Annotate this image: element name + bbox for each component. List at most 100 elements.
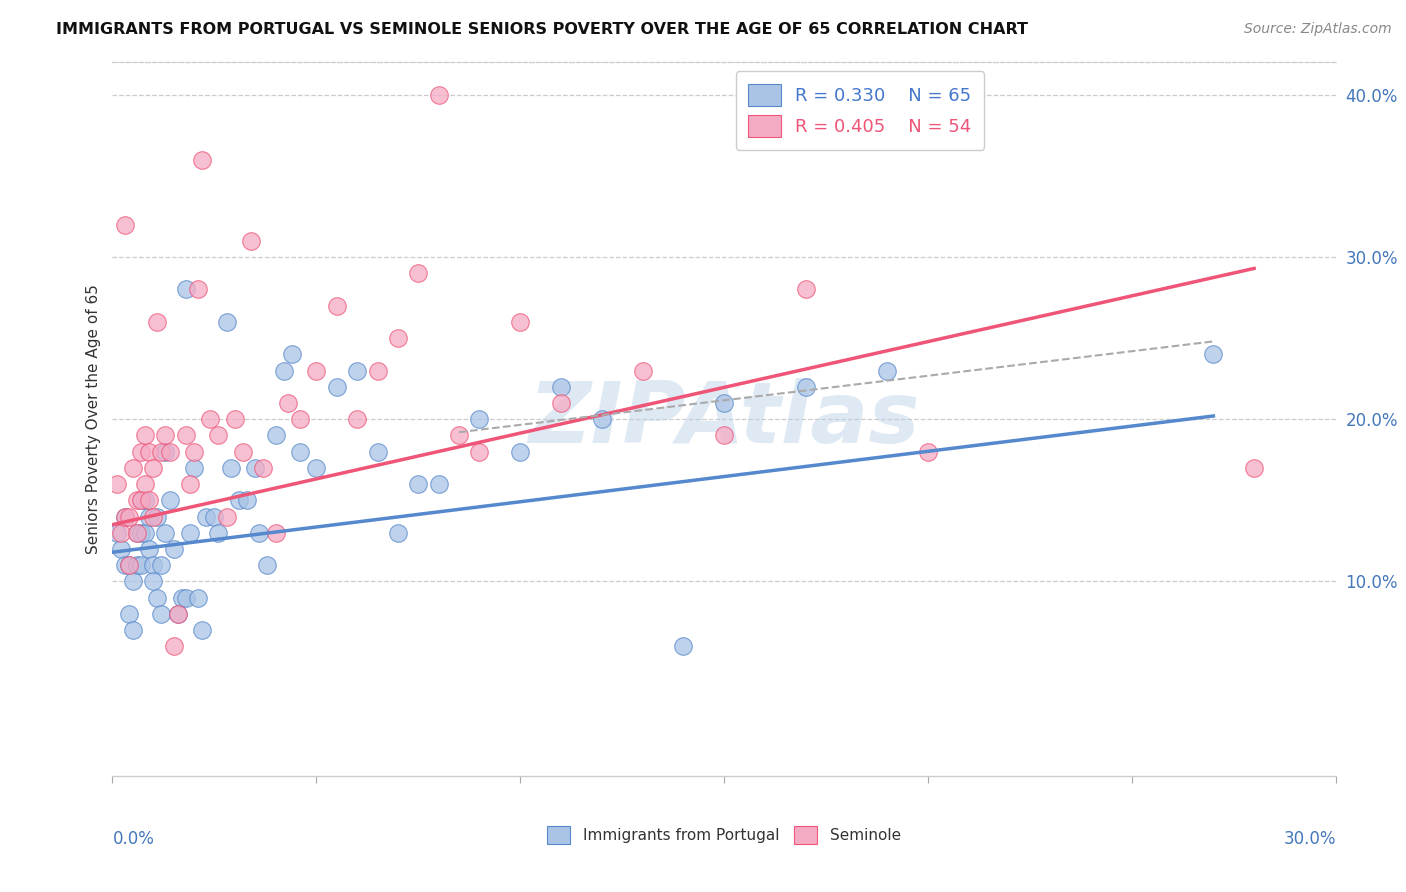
Point	[150, 558, 173, 573]
Point	[256, 558, 278, 573]
Point	[215, 315, 238, 329]
Point	[125, 558, 148, 573]
Point	[150, 607, 173, 621]
Point	[228, 493, 250, 508]
Point	[114, 509, 136, 524]
Point	[114, 218, 136, 232]
Point	[159, 444, 181, 458]
Point	[326, 380, 349, 394]
Point	[138, 444, 160, 458]
Y-axis label: Seniors Poverty Over the Age of 65: Seniors Poverty Over the Age of 65	[86, 285, 101, 554]
Point	[163, 541, 186, 556]
Point	[138, 493, 160, 508]
Point	[150, 444, 173, 458]
Point	[207, 428, 229, 442]
Point	[191, 153, 214, 167]
Text: ZIPAtlas: ZIPAtlas	[529, 377, 920, 461]
Point	[509, 315, 531, 329]
Legend: Immigrants from Portugal, Seminole: Immigrants from Portugal, Seminole	[541, 820, 907, 850]
Point	[114, 509, 136, 524]
Point	[408, 266, 430, 280]
Point	[264, 525, 287, 540]
Point	[366, 363, 388, 377]
Point	[224, 412, 246, 426]
Point	[142, 509, 165, 524]
Point	[155, 444, 177, 458]
Point	[200, 412, 222, 426]
Point	[134, 525, 156, 540]
Point	[245, 461, 267, 475]
Point	[713, 396, 735, 410]
Point	[550, 380, 572, 394]
Point	[110, 541, 132, 556]
Point	[122, 461, 145, 475]
Point	[366, 444, 388, 458]
Point	[105, 477, 128, 491]
Point	[195, 509, 218, 524]
Point	[207, 525, 229, 540]
Point	[794, 283, 817, 297]
Point	[159, 493, 181, 508]
Point	[631, 363, 654, 377]
Point	[134, 428, 156, 442]
Point	[236, 493, 259, 508]
Point	[187, 591, 209, 605]
Text: Source: ZipAtlas.com: Source: ZipAtlas.com	[1244, 22, 1392, 37]
Point	[550, 396, 572, 410]
Point	[163, 640, 186, 654]
Point	[146, 509, 169, 524]
Point	[183, 444, 205, 458]
Point	[219, 461, 242, 475]
Point	[155, 525, 177, 540]
Point	[125, 525, 148, 540]
Point	[346, 363, 368, 377]
Point	[138, 509, 160, 524]
Point	[142, 558, 165, 573]
Point	[129, 525, 152, 540]
Text: 0.0%: 0.0%	[112, 830, 155, 847]
Point	[387, 525, 409, 540]
Point	[146, 591, 169, 605]
Point	[114, 558, 136, 573]
Point	[118, 509, 141, 524]
Point	[125, 493, 148, 508]
Point	[305, 461, 328, 475]
Point	[174, 283, 197, 297]
Point	[166, 607, 188, 621]
Point	[118, 607, 141, 621]
Point	[281, 347, 304, 361]
Point	[713, 428, 735, 442]
Point	[155, 428, 177, 442]
Point	[142, 461, 165, 475]
Point	[138, 541, 160, 556]
Text: 30.0%: 30.0%	[1284, 830, 1336, 847]
Point	[1243, 461, 1265, 475]
Point	[134, 477, 156, 491]
Point	[142, 574, 165, 589]
Point	[277, 396, 299, 410]
Point	[288, 412, 311, 426]
Point	[326, 299, 349, 313]
Point	[672, 640, 695, 654]
Point	[179, 525, 201, 540]
Point	[110, 525, 132, 540]
Point	[252, 461, 274, 475]
Point	[170, 591, 193, 605]
Point	[917, 444, 939, 458]
Point	[591, 412, 613, 426]
Point	[264, 428, 287, 442]
Point	[179, 477, 201, 491]
Point	[288, 444, 311, 458]
Point	[794, 380, 817, 394]
Point	[468, 412, 491, 426]
Point	[191, 623, 214, 637]
Point	[204, 509, 226, 524]
Point	[122, 623, 145, 637]
Point	[174, 428, 197, 442]
Point	[129, 493, 152, 508]
Point	[146, 315, 169, 329]
Point	[305, 363, 328, 377]
Point	[408, 477, 430, 491]
Point	[427, 477, 450, 491]
Point	[876, 363, 898, 377]
